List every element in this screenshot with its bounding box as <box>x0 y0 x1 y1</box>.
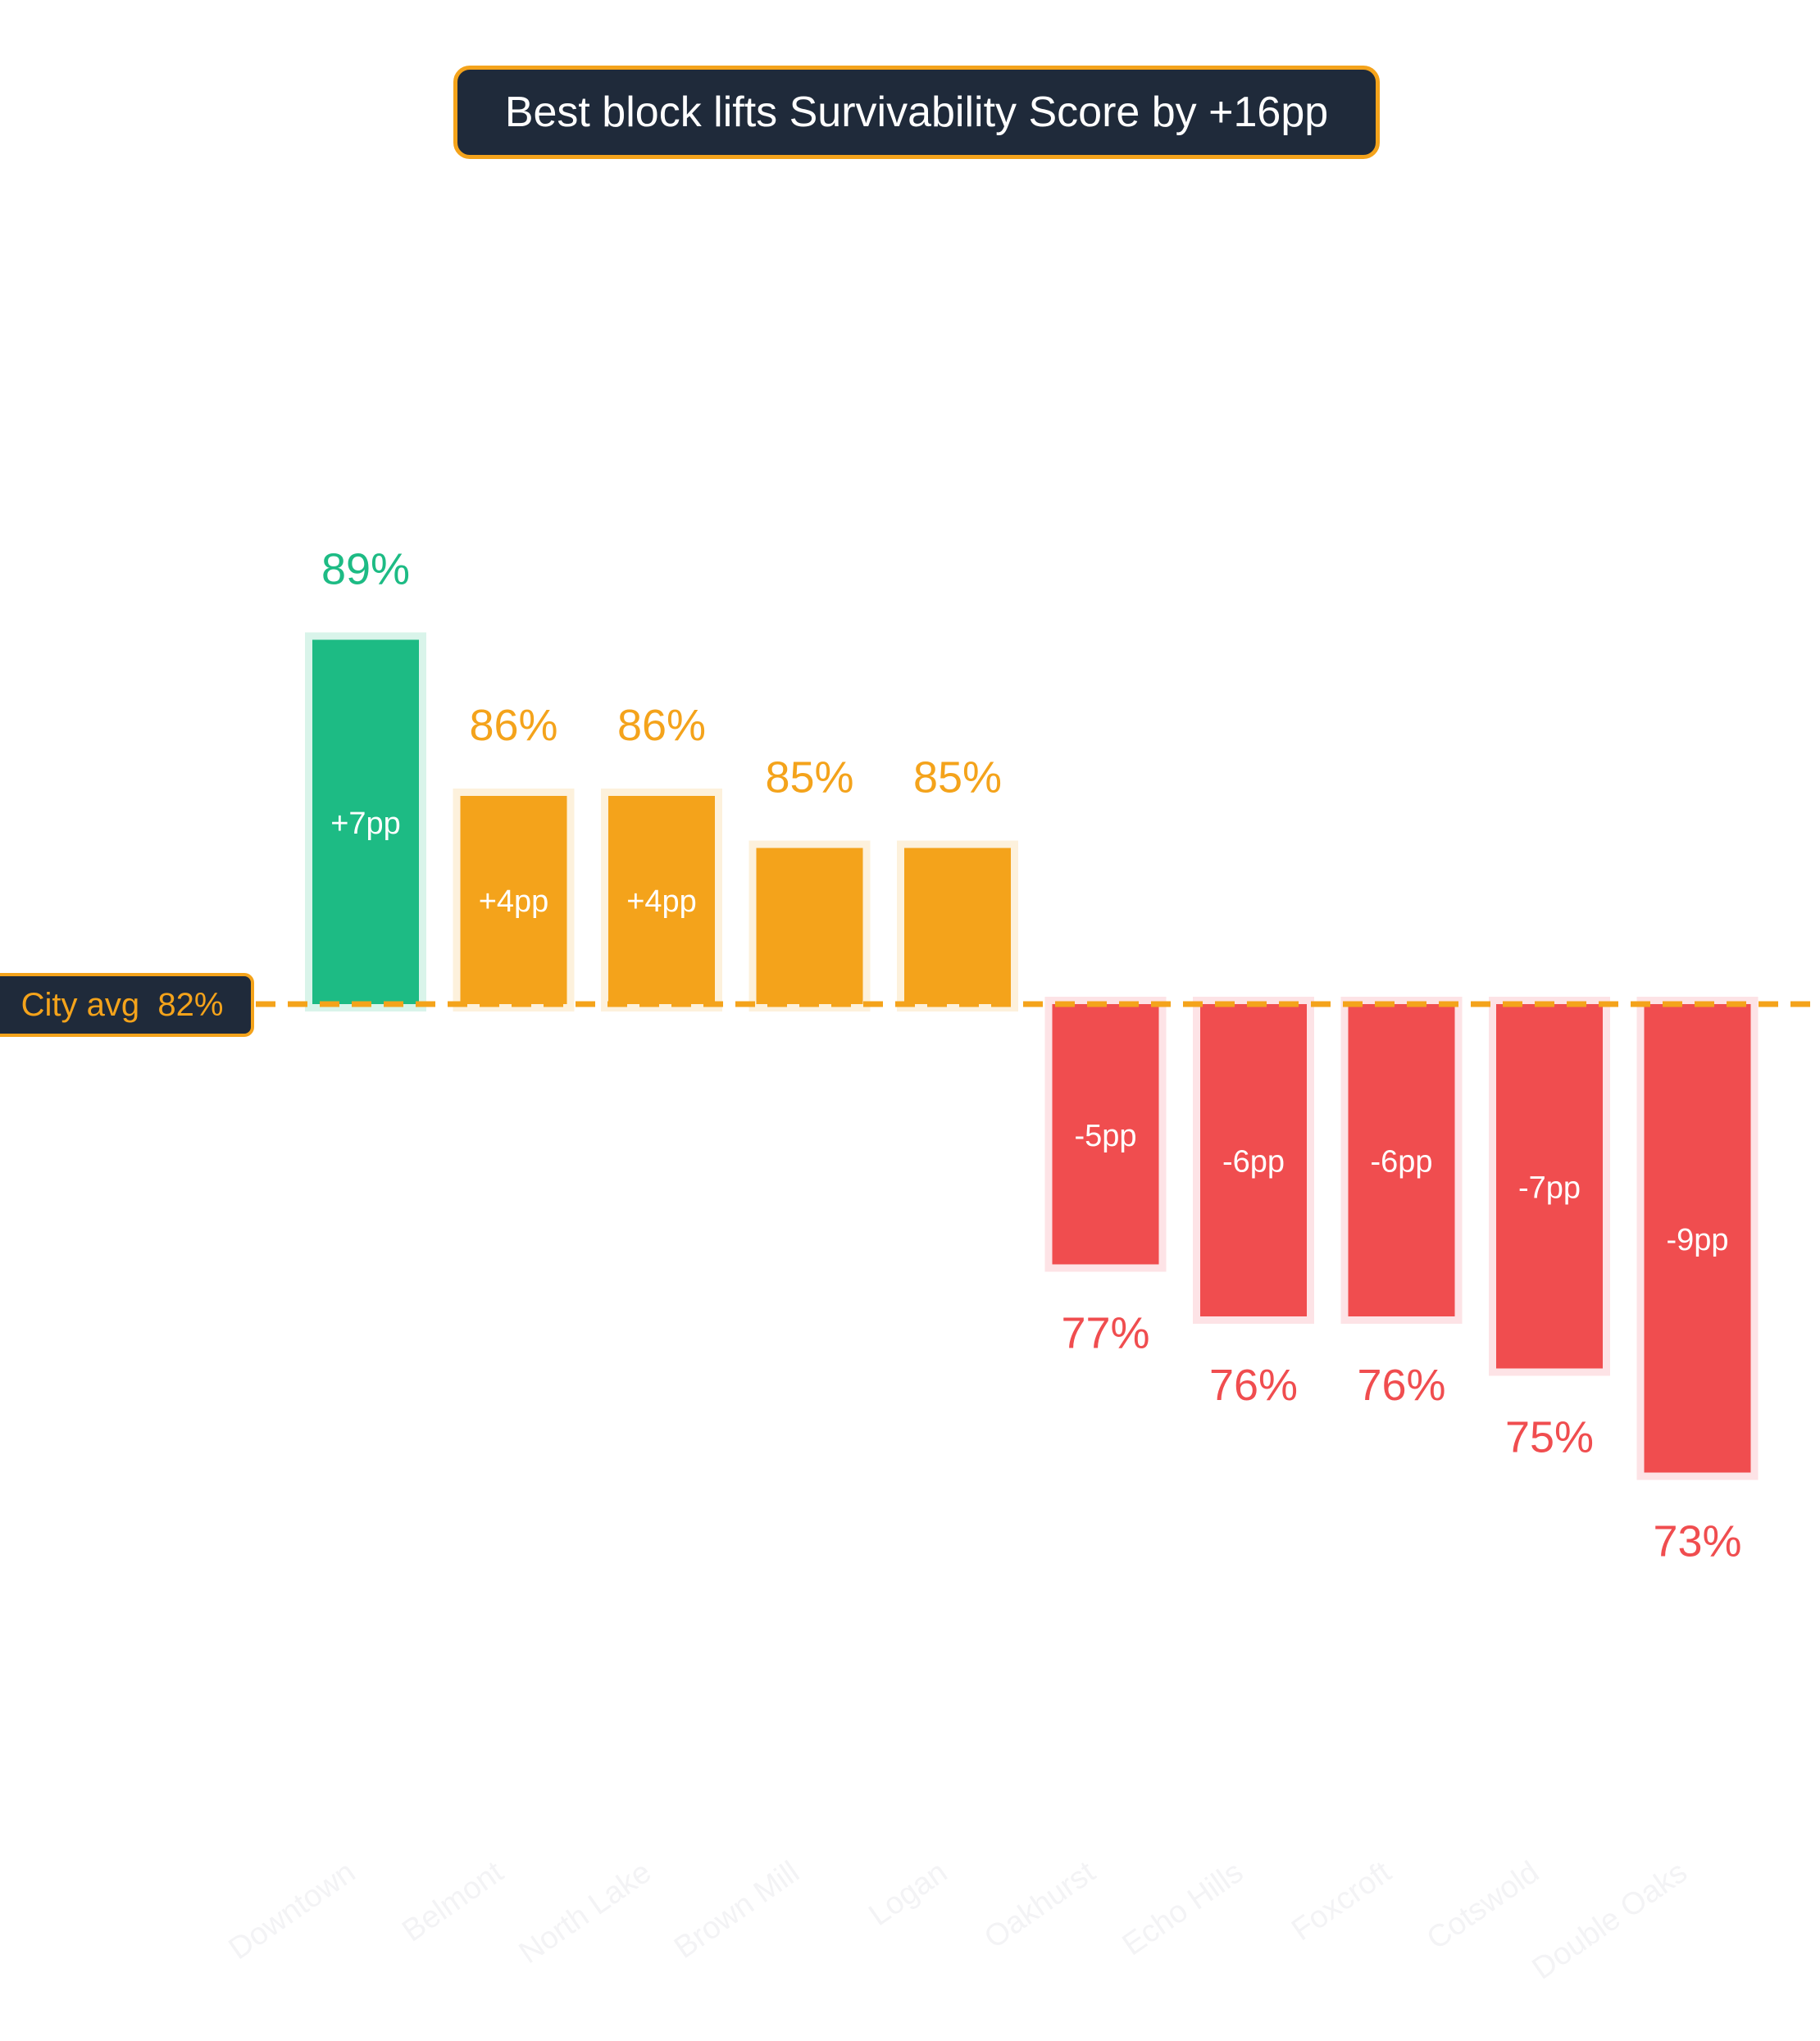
delta-label: -5pp <box>1074 1119 1136 1153</box>
category-label: Echo Hills <box>1117 1855 1249 1962</box>
category-label: Cotswold <box>1421 1855 1545 1957</box>
bar <box>756 848 863 1004</box>
delta-label: -6pp <box>1222 1145 1285 1180</box>
value-label: 85% <box>913 753 1002 802</box>
city-avg-value: 82% <box>157 986 224 1023</box>
category-label: Belmont <box>396 1855 510 1949</box>
value-label: 76% <box>1209 1361 1298 1410</box>
delta-label: +7pp <box>330 807 401 841</box>
value-label: 76% <box>1357 1361 1445 1410</box>
value-label: 86% <box>469 701 557 750</box>
city-avg-badge: City avg 82% <box>0 973 254 1037</box>
delta-label: +4pp <box>479 884 549 919</box>
bar <box>1052 1004 1159 1265</box>
value-label: 86% <box>617 701 706 750</box>
delta-label: +4pp <box>626 884 697 919</box>
chart-title: Best block lifts Survivability Score by … <box>504 89 1329 136</box>
delta-label: -9pp <box>1666 1223 1728 1257</box>
value-label: 89% <box>321 545 410 594</box>
bar <box>312 639 419 1004</box>
category-label: North Lake <box>513 1855 657 1971</box>
bar <box>608 796 715 1004</box>
value-label: 85% <box>765 753 853 802</box>
city-avg-label: City avg <box>20 986 140 1023</box>
value-label: 77% <box>1061 1309 1149 1358</box>
category-label: Double Oaks <box>1527 1855 1694 1986</box>
delta-label: -7pp <box>1518 1171 1581 1205</box>
category-label: Downtown <box>223 1855 362 1966</box>
bar <box>460 796 567 1004</box>
category-label: Oakhurst <box>978 1855 1102 1956</box>
chart-title-badge: Best block lifts Survivability Score by … <box>453 66 1380 159</box>
bar <box>1200 1004 1307 1316</box>
bar <box>904 848 1011 1004</box>
bar <box>1348 1004 1455 1316</box>
value-label: 75% <box>1505 1413 1594 1462</box>
delta-label: -6pp <box>1370 1145 1432 1180</box>
bar <box>1496 1004 1603 1369</box>
category-label: Brown Mill <box>668 1855 806 1966</box>
value-label: 73% <box>1653 1517 1741 1566</box>
bar <box>1644 1004 1751 1473</box>
category-label: Logan <box>863 1855 954 1933</box>
category-label: Foxcroft <box>1285 1855 1398 1948</box>
